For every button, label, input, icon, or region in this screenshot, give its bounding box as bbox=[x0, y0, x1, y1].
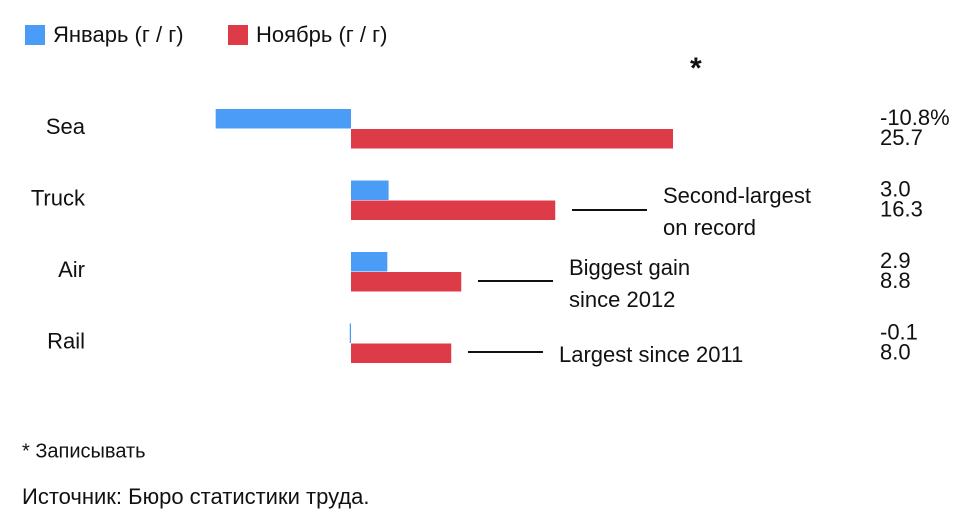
value-label: -10.8% bbox=[880, 105, 950, 130]
value-label: 8.8 bbox=[880, 268, 911, 293]
legend-swatch bbox=[228, 25, 248, 45]
category-label: Air bbox=[58, 257, 85, 282]
value-label: 8.0 bbox=[880, 339, 911, 364]
source: Источник: Бюро статистики труда. bbox=[22, 484, 370, 509]
record-marker: * bbox=[690, 52, 702, 85]
annotation-text: Biggest gain bbox=[569, 255, 690, 280]
category-label: Truck bbox=[31, 185, 86, 210]
bar bbox=[351, 200, 556, 220]
bar bbox=[349, 323, 351, 343]
annotation-text: Second-largest bbox=[663, 183, 811, 208]
value-label: 3.0 bbox=[880, 176, 911, 201]
bar bbox=[351, 343, 452, 363]
annotation-text: Largest since 2011 bbox=[559, 342, 743, 367]
bar bbox=[351, 252, 388, 272]
value-label: 16.3 bbox=[880, 196, 923, 221]
bar bbox=[351, 272, 462, 292]
annotation-text: since 2012 bbox=[569, 287, 675, 312]
value-label: 2.9 bbox=[880, 248, 911, 273]
value-label: -0.1 bbox=[880, 319, 918, 344]
category-label: Rail bbox=[47, 328, 85, 353]
annotation-text: on record bbox=[663, 215, 756, 240]
footnote: * Записывать bbox=[22, 440, 146, 462]
value-label: 25.7 bbox=[880, 125, 923, 150]
legend-label: Январь (г / г) bbox=[53, 22, 184, 47]
legend-swatch bbox=[25, 25, 45, 45]
bar bbox=[215, 109, 351, 129]
legend-label: Ноябрь (г / г) bbox=[256, 22, 387, 47]
bar bbox=[351, 180, 389, 200]
category-label: Sea bbox=[46, 114, 86, 139]
bar bbox=[351, 129, 674, 149]
